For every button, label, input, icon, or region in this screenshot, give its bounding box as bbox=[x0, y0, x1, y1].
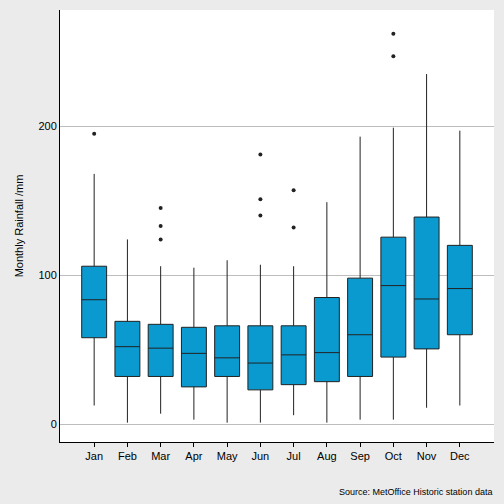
svg-text:0: 0 bbox=[51, 418, 57, 430]
svg-text:Dec: Dec bbox=[450, 450, 470, 462]
svg-text:Jun: Jun bbox=[252, 450, 270, 462]
svg-text:May: May bbox=[217, 450, 238, 462]
svg-text:100: 100 bbox=[38, 269, 56, 281]
svg-text:Oct: Oct bbox=[385, 450, 402, 462]
svg-text:Apr: Apr bbox=[185, 450, 202, 462]
svg-text:Nov: Nov bbox=[417, 450, 437, 462]
svg-text:Feb: Feb bbox=[118, 450, 137, 462]
svg-text:Mar: Mar bbox=[151, 450, 170, 462]
svg-text:Aug: Aug bbox=[317, 450, 337, 462]
svg-text:Jan: Jan bbox=[85, 450, 103, 462]
svg-text:Monthly Rainfall /mm: Monthly Rainfall /mm bbox=[13, 175, 25, 278]
svg-text:Jul: Jul bbox=[287, 450, 301, 462]
svg-text:Source: MetOffice Historic sta: Source: MetOffice Historic station data bbox=[339, 487, 492, 497]
svg-text:Sep: Sep bbox=[350, 450, 370, 462]
svg-text:200: 200 bbox=[38, 120, 56, 132]
